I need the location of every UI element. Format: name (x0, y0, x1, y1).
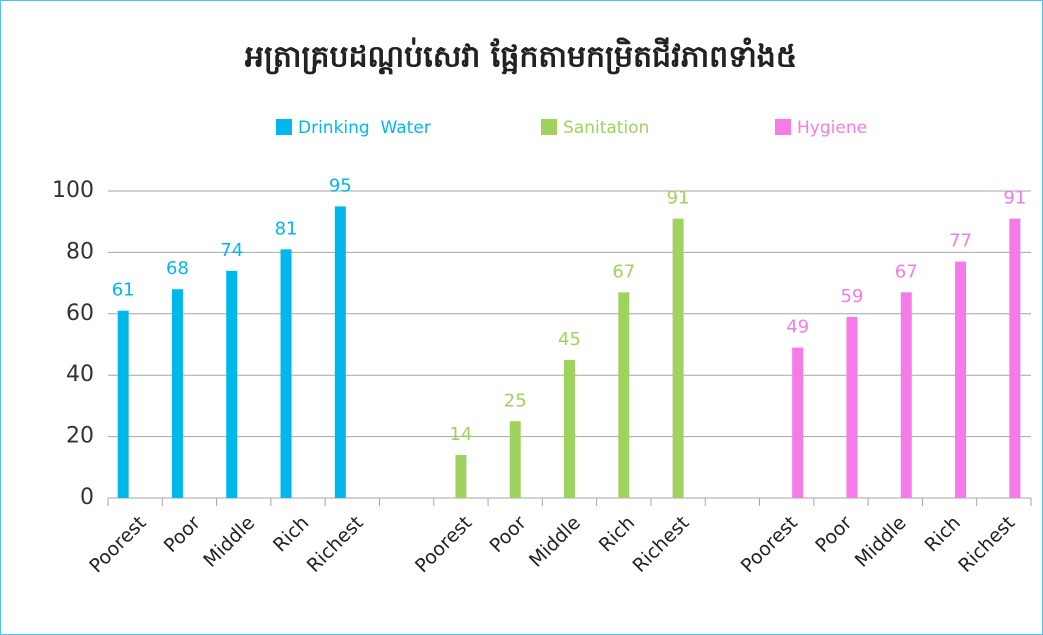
bar (792, 347, 804, 498)
bar (1009, 218, 1021, 498)
bar (117, 310, 129, 498)
bar (334, 206, 346, 498)
data-label: 67 (612, 261, 635, 282)
data-label: 49 (786, 317, 809, 338)
data-label: 91 (1003, 188, 1026, 209)
data-label: 45 (558, 329, 581, 350)
bar (846, 316, 858, 498)
data-label: 68 (166, 258, 189, 279)
chart-title: អត្រាគ្របដណ្ដប់សេវា ផ្អែកតាមកម្រិតជីវភាព… (245, 37, 797, 75)
legend-label: Hygiene (797, 118, 867, 138)
data-label: 67 (895, 261, 918, 282)
data-label: 81 (275, 218, 298, 239)
data-label: 95 (329, 175, 352, 196)
legend-label: Drinking Water (298, 118, 431, 138)
bar (171, 289, 183, 498)
y-tick-label: 100 (52, 178, 94, 203)
data-label: 74 (220, 240, 243, 261)
legend-swatch (541, 119, 557, 135)
data-label: 14 (449, 424, 472, 445)
bar (672, 218, 684, 498)
bar (564, 359, 575, 498)
legend-label: Sanitation (563, 118, 649, 138)
y-tick-label: 60 (66, 301, 94, 326)
data-label: 25 (504, 390, 527, 411)
bar (955, 261, 967, 498)
data-label: 91 (667, 188, 690, 209)
data-label: 59 (841, 286, 864, 307)
legend-swatch (276, 119, 292, 135)
data-label: 77 (949, 231, 972, 252)
legend-swatch (775, 119, 791, 135)
bar (226, 270, 238, 498)
bar (509, 421, 521, 498)
bar (455, 455, 467, 498)
bar (618, 292, 630, 498)
y-tick-label: 20 (66, 424, 94, 449)
y-tick-label: 40 (66, 362, 94, 387)
y-tick-label: 80 (66, 239, 94, 264)
bar (900, 292, 912, 498)
data-label: 61 (112, 280, 135, 301)
bar (280, 249, 292, 498)
y-tick-label: 0 (80, 485, 94, 510)
